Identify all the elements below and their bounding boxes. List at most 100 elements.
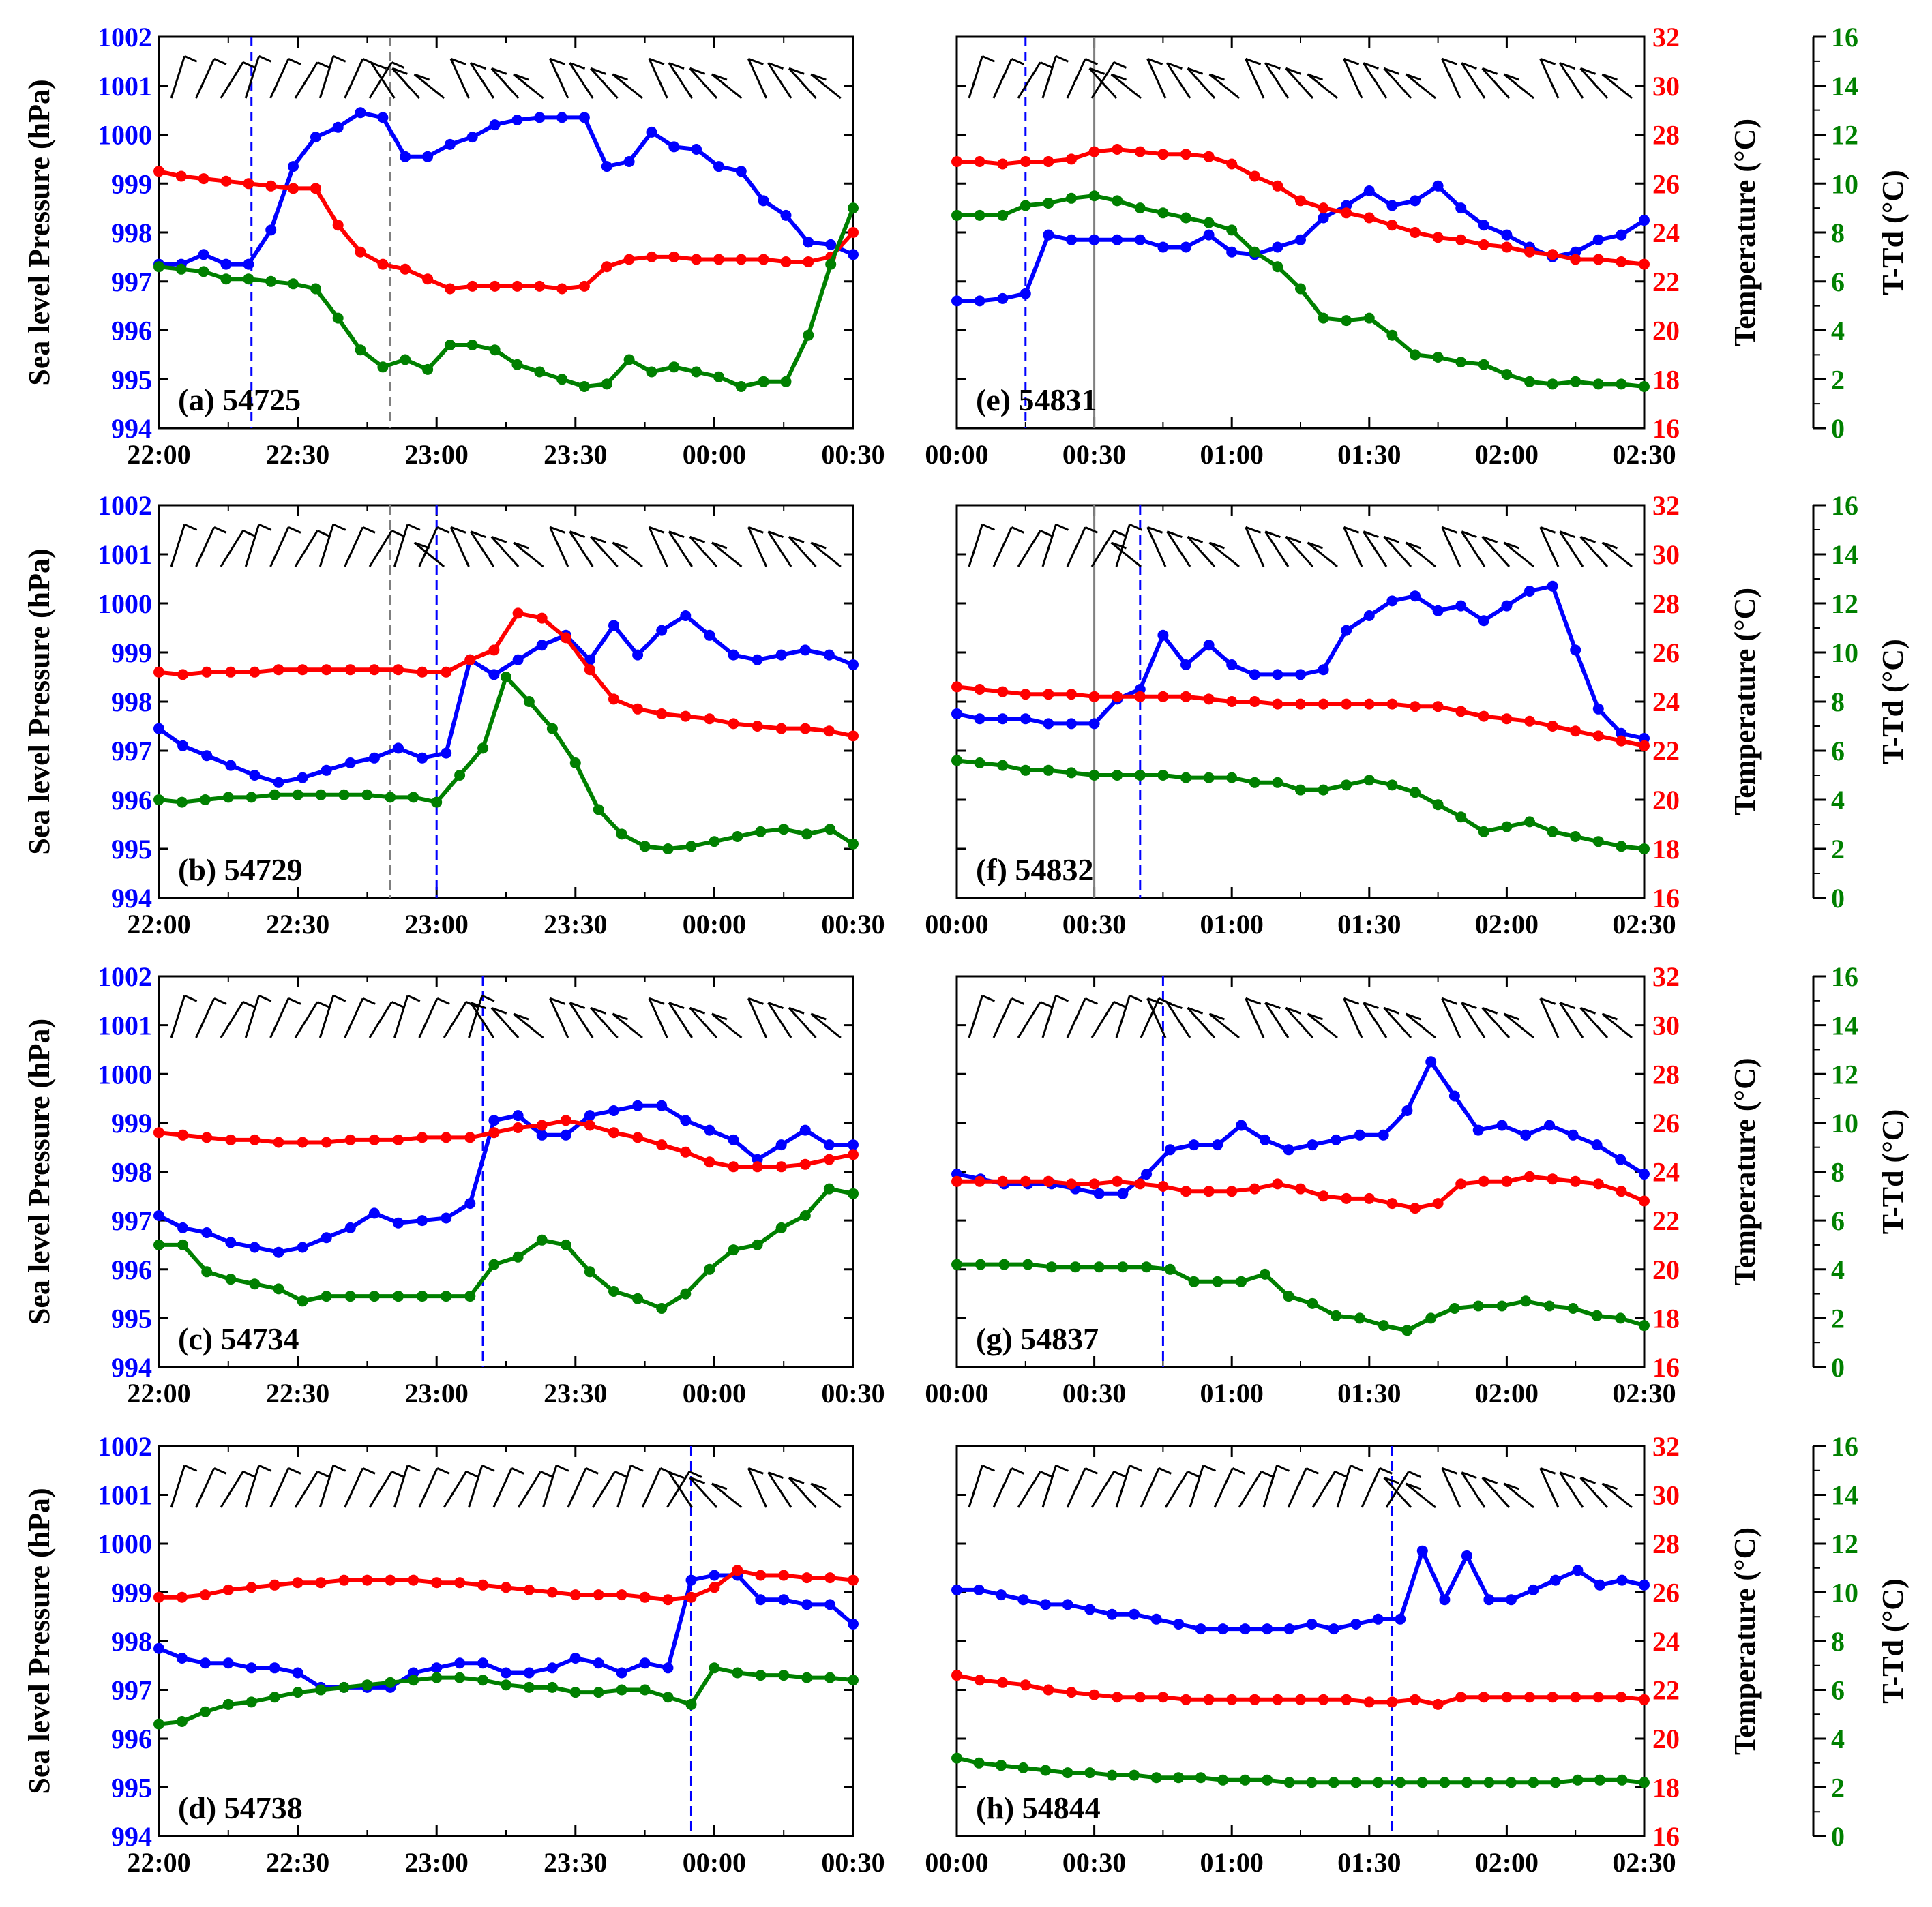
pressure-tick-label: 994 (111, 413, 152, 444)
ttd-point (292, 1687, 303, 1698)
ttd-point (175, 263, 187, 275)
temperature-point (153, 166, 164, 177)
temperature-point (1226, 1186, 1238, 1197)
pressure-point (1547, 580, 1558, 592)
pressure-point (1594, 1579, 1605, 1591)
pressure-point (249, 770, 261, 781)
wind-barb-flag (1245, 57, 1262, 65)
wind-barb-flag (1129, 994, 1143, 1002)
temperature-point (1226, 158, 1238, 170)
temperature-series-line (956, 685, 1645, 748)
pressure-point (1363, 185, 1375, 196)
temperature-point (656, 1139, 668, 1151)
pressure-point (1350, 1619, 1362, 1630)
wind-barb-flag (668, 62, 685, 70)
wind-barb-flag (1011, 997, 1024, 1005)
wind-barb-flag (1039, 1471, 1054, 1478)
pressure-point (1505, 1594, 1517, 1606)
wind-barb-flag (1503, 1012, 1520, 1021)
wind-barb (992, 1467, 1013, 1508)
pressure-point (400, 151, 411, 162)
pressure-point (246, 1662, 257, 1674)
temperature-point (680, 1146, 692, 1158)
temperature-point (488, 644, 500, 656)
pressure-point (639, 1657, 651, 1669)
pressure-point (1112, 234, 1123, 245)
ttd-tick-label: 8 (1831, 1157, 1845, 1188)
wind-barb (1110, 541, 1142, 568)
ttd-point (1020, 200, 1031, 211)
pressure-point (825, 239, 837, 250)
temperature-point (1249, 170, 1260, 182)
temperature-point (616, 1589, 627, 1601)
ttd-tick-label: 0 (1831, 1352, 1845, 1383)
temperature-point (1592, 254, 1604, 265)
pressure-point (728, 649, 739, 661)
wind-barb (1481, 67, 1511, 100)
pressure-point (344, 1222, 356, 1233)
wind-barb-flag (414, 73, 430, 81)
ttd-point (1236, 1276, 1247, 1287)
temperature-point (368, 1134, 380, 1145)
temperature-point (1592, 1178, 1604, 1190)
wind-barb-flag (1601, 541, 1618, 550)
wind-barb-flag (470, 1002, 486, 1010)
temperature-point (656, 708, 668, 719)
pressure-point (608, 1105, 619, 1116)
wind-barb (668, 1471, 693, 1508)
pressure-point (709, 1570, 720, 1581)
pressure-point (1432, 605, 1444, 616)
ttd-point (780, 376, 792, 387)
wind-barb (220, 1471, 244, 1508)
temperature-point (1410, 701, 1421, 712)
wind-barb (1539, 526, 1560, 567)
wind-barb-flag (316, 61, 331, 69)
pressure-point (569, 1653, 581, 1664)
pressure-point (488, 669, 500, 680)
wind-barb (368, 1471, 393, 1508)
temperature-point (1249, 1694, 1260, 1705)
pressure-point (1432, 180, 1444, 192)
wind-barb (1140, 997, 1160, 1038)
wind-barb (1385, 1471, 1410, 1508)
wind-barb (810, 1482, 842, 1509)
wind-barb-flag (258, 994, 272, 1002)
ttd-point (466, 340, 478, 350)
pressure-tick-label: 1002 (98, 490, 152, 521)
wind-barb-flag (1503, 73, 1520, 81)
wind-barb-flag (767, 1002, 784, 1010)
pressure-point (848, 249, 859, 260)
pressure-tick-label: 997 (111, 736, 152, 766)
temperature-point (536, 1120, 548, 1131)
ttd-point (608, 1286, 619, 1297)
temperature-point (377, 258, 389, 270)
pressure-point (368, 1207, 380, 1219)
wind-barb (1041, 1465, 1057, 1508)
pressure-tick-label: 994 (111, 883, 152, 914)
panel-label: (a) 54725 (178, 382, 301, 417)
temperature-point (177, 1129, 189, 1141)
wind-barb-flag (689, 1006, 706, 1015)
ttd-point (269, 789, 280, 800)
temperature-point (321, 1137, 332, 1148)
pressure-point (546, 1662, 558, 1674)
ttd-point (1117, 1261, 1129, 1273)
wind-barb-flag (1011, 57, 1024, 65)
pressure-point (556, 112, 568, 123)
ttd-point (265, 275, 277, 287)
wind-barb (1110, 73, 1142, 100)
pressure-point (713, 161, 724, 172)
ttd-point (1134, 770, 1146, 781)
temperature-point (1570, 254, 1581, 265)
pressure-point (758, 195, 769, 207)
temperature-tick-label: 28 (1652, 1059, 1680, 1090)
wind-barb-flag (1055, 1464, 1069, 1472)
pressure-axis-title: Sea level Pressure (hPa) (23, 1019, 56, 1325)
ttd-point (824, 1672, 836, 1683)
temperature-point (778, 1570, 790, 1581)
wind-barb (368, 61, 393, 99)
temperature-point (417, 666, 428, 678)
wind-barb (689, 536, 718, 568)
pressure-point (501, 1667, 511, 1679)
temperature-point (1112, 144, 1123, 155)
